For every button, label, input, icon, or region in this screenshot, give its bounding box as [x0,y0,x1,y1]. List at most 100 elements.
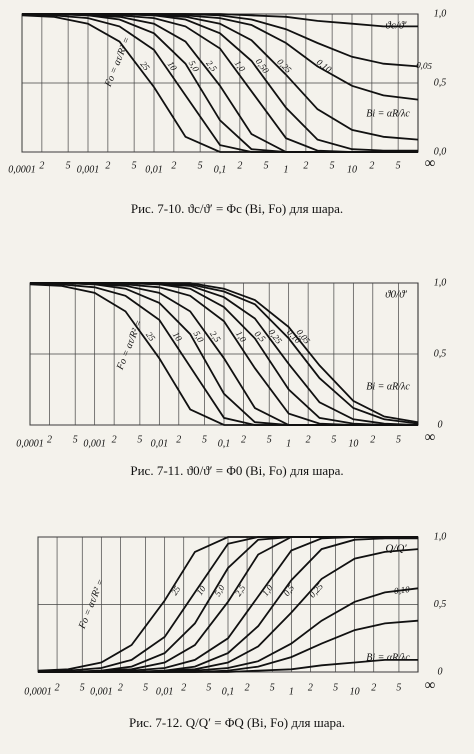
x-tick-label: 5 [137,434,142,445]
x-tick-label: 2 [112,434,117,445]
x-tick-label: 2 [369,160,374,171]
curve-label: 0,5 [281,583,296,598]
curve-label: 2,5 [208,329,223,344]
x-tick-label: 2 [47,434,52,445]
x-end-label: ∞ [425,155,436,171]
x-tick-label: 2 [39,160,44,171]
x-tick-label: 0,01 [156,686,174,697]
x-tick-label: 2 [306,434,311,445]
x-tick-label: 0,001 [83,438,106,449]
x-tick-label: 0,01 [151,438,169,449]
x-tick-label: 0,1 [222,686,235,697]
curve-label: 2,5 [233,583,248,598]
x-tick-label: 2 [55,682,60,693]
x-tick-label: 1 [286,438,291,449]
curve-label: 25 [169,584,183,597]
x-tick-label: 2 [171,160,176,171]
x-tick-label: 5 [143,682,148,693]
curve-label: 0,25 [275,57,294,76]
x-tick-label: 0,1 [218,438,231,449]
caption: Рис. 7-10. ϑc/ϑ′ = Φc (Bi, Fo) для шара. [131,201,343,216]
curve-label: 25 [138,59,152,73]
x-end-label: ∞ [425,677,436,693]
y-tick-label: 0 [438,666,443,677]
curve-label: 0,05 [416,60,433,71]
x-tick-label: 5 [270,682,275,693]
x-tick-label: 2 [241,434,246,445]
x-tick-label: 0,0001 [16,438,44,449]
curve-label: 1,0 [233,58,248,73]
y-tick-label: 1,0 [434,531,447,542]
x-tick-label: 5 [330,160,335,171]
curve-label: 0,5 [253,329,268,344]
curve [30,282,419,424]
curve-label: 5,0 [187,59,202,74]
fo-label: Fo = aτ/R² = [102,35,132,89]
y-tick-label: 1,0 [434,8,447,19]
x-tick-label: 5 [80,682,85,693]
x-tick-label: 1 [289,686,294,697]
y-tick-label: 1,0 [434,277,447,288]
x-tick-label: 10 [350,686,360,697]
x-tick-label: 2 [176,434,181,445]
curve-label: 1,0 [260,583,275,598]
curve-label: 5,0 [212,583,227,598]
x-tick-label: 5 [331,434,336,445]
y-axis-label: Q/Q′ [385,543,407,555]
y-tick-label: 0,5 [434,348,447,359]
curve [38,659,418,673]
x-tick-label: 2 [303,160,308,171]
caption: Рис. 7-11. ϑ0/ϑ′ = Φ0 (Bi, Fo) для шара. [130,463,343,478]
y-tick-label: 0,0 [434,146,447,157]
curve-label: 2,5 [204,58,219,73]
bi-label: Bi = αR/λc [366,108,410,119]
x-tick-label: 5 [73,434,78,445]
bi-label: Bi = αR/λc [366,381,410,392]
x-tick-label: 5 [396,682,401,693]
x-tick-label: 2 [370,434,375,445]
x-tick-label: 5 [267,434,272,445]
x-tick-label: 5 [66,160,71,171]
x-tick-label: 10 [347,164,357,175]
x-tick-label: 0,001 [90,686,113,697]
y-tick-label: 0,5 [434,599,447,610]
x-tick-label: 2 [371,682,376,693]
curve [22,13,418,28]
x-tick-label: 1 [284,164,289,175]
curve-label: 1,0 [234,329,249,344]
x-tick-label: 2 [245,682,250,693]
x-tick-label: 5 [198,160,203,171]
caption: Рис. 7-12. Q/Q′ = ΦQ (Bi, Fo) для шара. [129,715,345,730]
x-tick-label: 5 [396,160,401,171]
x-tick-label: 5 [396,434,401,445]
x-tick-label: 0,0001 [24,686,52,697]
x-tick-label: 0,001 [77,164,100,175]
x-tick-label: 5 [264,160,269,171]
x-tick-label: 0,01 [145,164,163,175]
x-tick-label: 5 [333,682,338,693]
x-end-label: ∞ [425,429,436,445]
x-tick-label: 5 [202,434,207,445]
y-axis-label: ϑ0/ϑ′ [385,289,407,301]
x-tick-label: 2 [181,682,186,693]
curve-label: 0,10 [315,57,334,75]
x-tick-label: 0,0001 [8,164,36,175]
y-tick-label: 0 [438,419,443,430]
curve-label: 0,10 [393,584,410,596]
y-tick-label: 0,5 [434,77,447,88]
x-tick-label: 2 [105,160,110,171]
x-tick-label: 2 [118,682,123,693]
curve-label: 0,50 [254,57,272,76]
x-tick-label: 5 [206,682,211,693]
curve-label: 0,25 [307,581,325,600]
x-tick-label: 0,1 [214,164,227,175]
x-tick-label: 2 [237,160,242,171]
x-tick-label: 2 [308,682,313,693]
y-axis-label: ϑc/ϑ′ [385,20,407,32]
curve-label: 10 [194,584,208,597]
fo-label: Fo = aτ/R² = [114,318,144,372]
x-tick-label: 5 [132,160,137,171]
bi-label: Bi = αR/λc [366,652,410,663]
